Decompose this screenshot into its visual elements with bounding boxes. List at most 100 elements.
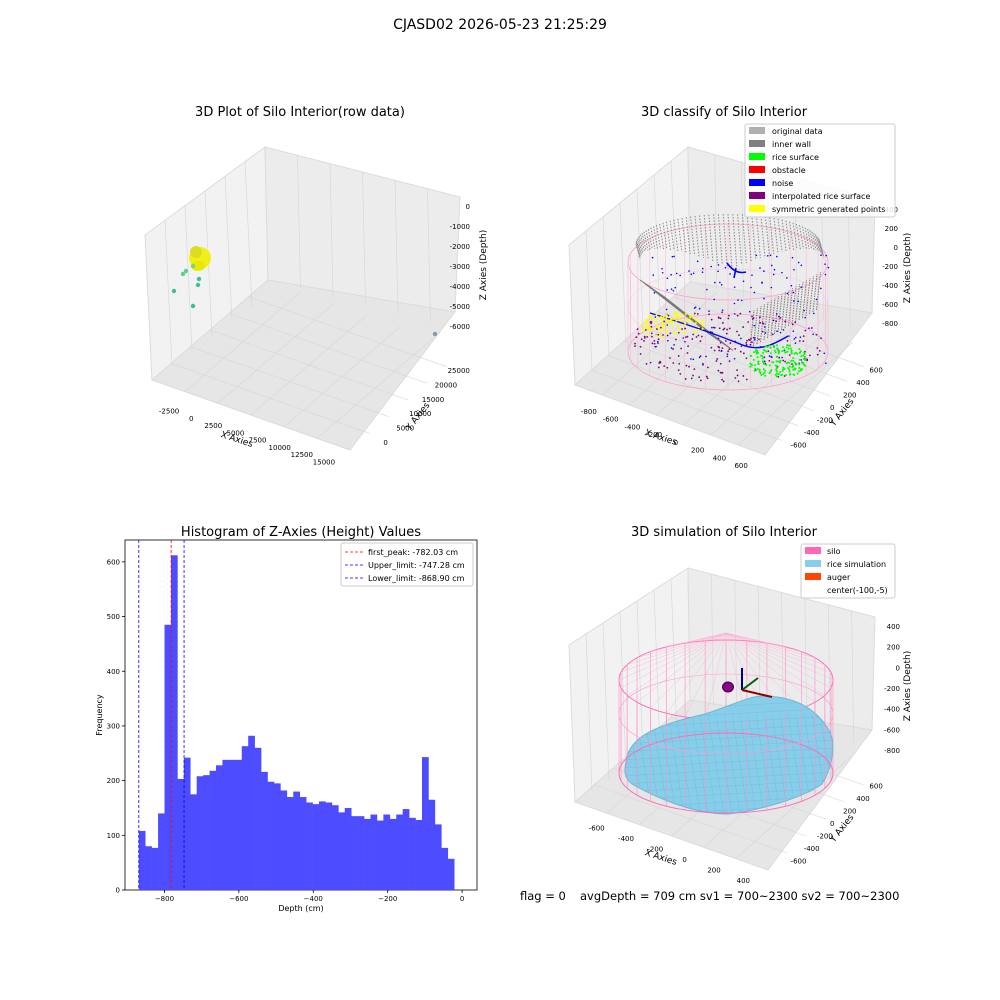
wall-point-streak: [635, 242, 641, 258]
interpolated-point: [710, 346, 713, 349]
symmetric-point: [675, 319, 678, 322]
legend-swatch: [749, 127, 765, 134]
symmetric-point: [685, 318, 688, 322]
interpolated-point: [663, 365, 666, 367]
symmetric-point: [701, 324, 704, 327]
symmetric-point: [658, 330, 661, 334]
tick-label: 0: [682, 856, 686, 864]
interpolated-point: [728, 360, 731, 363]
noise-point: [665, 308, 668, 311]
rice-point: [793, 367, 796, 370]
x-tick-label: −800: [155, 895, 174, 903]
noise-point: [812, 312, 815, 315]
legend-frame: [800, 543, 896, 599]
rice-point: [803, 355, 806, 358]
interpolated-point: [745, 343, 748, 346]
noise-point: [753, 291, 756, 294]
silo-roof-rib: [725, 632, 832, 673]
wall-point-streak: [708, 214, 714, 262]
grid-line: [585, 230, 593, 372]
tick-label: 0: [674, 439, 678, 447]
noise-point: [800, 264, 803, 267]
rice-point: [762, 368, 765, 371]
histogram-bar: [190, 794, 198, 890]
interpolated-point: [710, 318, 713, 321]
symmetric-point: [684, 313, 687, 316]
rice-point: [769, 352, 772, 355]
wall-point-streak: [703, 214, 709, 260]
noise-point: [675, 272, 678, 275]
noise-point: [734, 313, 736, 315]
interpolated-point: [745, 378, 748, 381]
rice-point: [754, 364, 757, 367]
histogram-bar: [331, 805, 339, 890]
symmetric-point: [681, 323, 684, 327]
rice-point: [775, 375, 778, 378]
rice-point: [749, 362, 752, 365]
interpolated-point: [677, 331, 680, 334]
noise-point: [749, 343, 752, 346]
noise-point: [824, 273, 827, 276]
interpolated-point: [718, 349, 721, 352]
symmetric-point: [696, 329, 700, 332]
tick-label: -3000: [450, 263, 470, 271]
interpolated-point: [681, 328, 684, 330]
symmetric-point: [661, 335, 665, 338]
rice-point: [764, 374, 767, 377]
tick-label: 200: [691, 447, 704, 455]
tick-label: -600: [791, 858, 807, 866]
tick-label: -4000: [450, 283, 470, 291]
noise-point: [759, 267, 761, 269]
noise-point: [692, 272, 695, 275]
wall-point-streak: [677, 218, 683, 253]
noise-point: [702, 364, 704, 366]
rice-point: [757, 360, 760, 363]
wall-point-streak: [812, 273, 818, 313]
rice-point: [788, 361, 791, 364]
rice-point: [769, 346, 772, 349]
noise-point: [688, 270, 690, 272]
symmetric-point: [655, 334, 658, 337]
simulation-plot-y-label: Y Axies: [828, 813, 857, 846]
rice-point: [792, 368, 795, 371]
noise-point: [733, 302, 736, 305]
histogram-y-label: Frequency: [95, 694, 104, 736]
interpolated-point: [651, 342, 654, 345]
classify-plot-z-label: Z Axies (Depth): [903, 233, 913, 304]
symmetric-point: [665, 329, 668, 333]
interpolated-point: [659, 360, 661, 363]
noise-point: [770, 286, 773, 289]
x-tick-label: −600: [229, 895, 248, 903]
legend-label: inner wall: [772, 140, 811, 149]
silo-roof-rib: [725, 632, 802, 709]
interpolated-point: [721, 311, 724, 314]
histogram-bar: [409, 817, 416, 890]
interpolated-point: [717, 345, 720, 348]
interpolated-point: [639, 353, 642, 355]
interpolated-point: [721, 378, 723, 381]
noise-point: [825, 254, 828, 257]
interpolated-point: [688, 365, 690, 368]
interpolated-point: [653, 342, 656, 345]
interpolated-point: [650, 322, 653, 325]
legend-frame: [340, 542, 474, 587]
interpolated-point: [818, 349, 821, 352]
interpolated-point: [739, 312, 742, 315]
tick-label: 0: [189, 415, 193, 423]
histogram-title: Histogram of Z-Axies (Height) Values: [181, 525, 421, 540]
noise-point: [667, 339, 669, 342]
noise-point: [781, 356, 783, 359]
rice-point: [794, 351, 797, 354]
tick-label: 0: [383, 439, 387, 447]
symmetric-point: [646, 319, 649, 323]
wall-point-streak: [802, 279, 807, 319]
interpolated-point: [742, 352, 745, 355]
mesh-line: [624, 771, 833, 785]
interpolated-point: [657, 338, 660, 341]
histogram-bar: [196, 776, 204, 890]
symmetric-point: [672, 320, 675, 323]
noise-point: [803, 309, 805, 312]
noise-point: [696, 260, 699, 263]
